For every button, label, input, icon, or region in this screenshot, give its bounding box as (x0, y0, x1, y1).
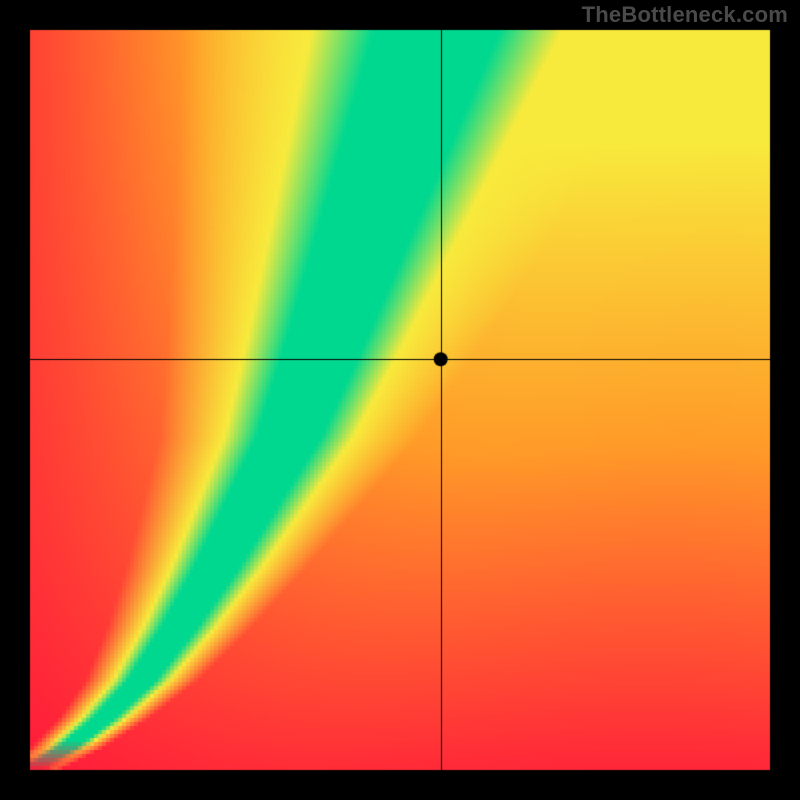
chart-container: { "attribution": { "text": "TheBottlenec… (0, 0, 800, 800)
attribution-text: TheBottleneck.com (582, 2, 788, 28)
bottleneck-heatmap (0, 0, 800, 800)
